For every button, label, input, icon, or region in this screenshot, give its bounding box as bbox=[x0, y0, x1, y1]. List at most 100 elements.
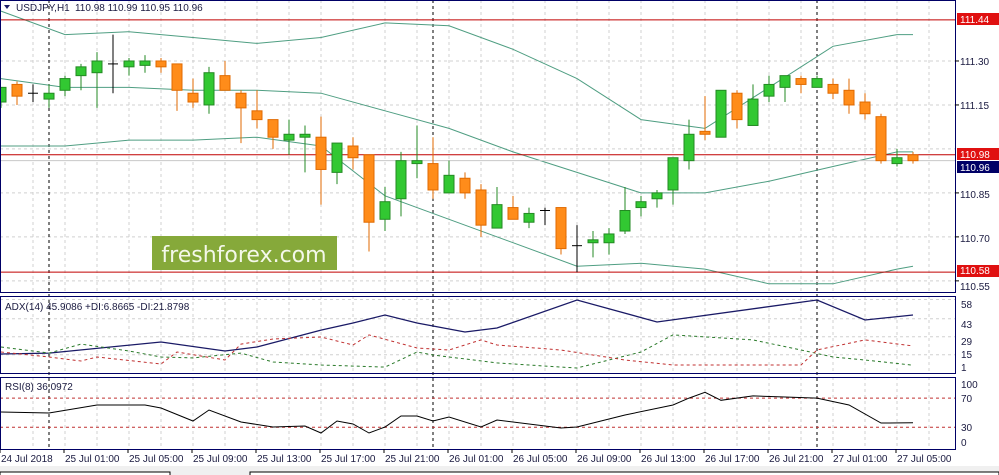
price-levels bbox=[0, 19, 955, 273]
bollinger-bands bbox=[0, 10, 914, 285]
candles bbox=[0, 34, 919, 273]
candle-bullish bbox=[91, 60, 103, 74]
rsi-line bbox=[0, 391, 914, 434]
candle-bullish bbox=[395, 160, 407, 200]
time-axis: 24 Jul 2018 25 Jul 01:00 25 Jul 05:00 25 Ju… bbox=[0, 449, 952, 465]
x-tick-label: 24 Jul 2018 bbox=[1, 454, 53, 465]
bottom-tabs bbox=[0, 466, 999, 475]
tab[interactable] bbox=[249, 471, 999, 475]
indicators bbox=[0, 299, 955, 434]
symbol-label: USDJPY,H1 bbox=[16, 3, 70, 14]
level-tag bbox=[957, 13, 999, 25]
candle-bullish bbox=[203, 72, 215, 106]
current-price-tag bbox=[957, 161, 999, 173]
candle-bearish bbox=[11, 83, 23, 97]
x-tick-label: 25 Jul 13:00 bbox=[257, 454, 312, 465]
adx-tick-label: 15 bbox=[961, 350, 973, 361]
candle-bearish bbox=[251, 110, 263, 121]
x-tick-label: 25 Jul 09:00 bbox=[193, 454, 248, 465]
price-axis: 111.30 111.15 110.85 110.70 110.55 111.44 110.… bbox=[955, 13, 999, 449]
adx-tick-label: 1 bbox=[961, 363, 967, 374]
candle-bearish bbox=[171, 63, 183, 91]
grid bbox=[0, 0, 955, 449]
candle-bearish bbox=[315, 136, 327, 170]
pane-main bbox=[0, 0, 956, 293]
level-tag-label: 110.98 bbox=[960, 150, 990, 161]
candle-bearish bbox=[187, 92, 199, 103]
candle-bearish bbox=[795, 78, 807, 85]
dropdown-triangle-icon[interactable] bbox=[4, 5, 10, 9]
candle-bearish bbox=[827, 83, 839, 94]
candle-bearish bbox=[875, 116, 887, 162]
header-line: USDJPY,H1 110.98 110.99 110.95 110.96 bbox=[16, 3, 203, 14]
candle-bullish bbox=[283, 133, 295, 141]
adx-title: ADX(14) 45.9086 +DI:6.8665 -DI:21.8798 bbox=[5, 302, 190, 313]
candle-bullish bbox=[299, 133, 311, 138]
candle-bullish bbox=[59, 78, 71, 91]
current-price-label: 110.96 bbox=[960, 163, 990, 174]
candle-bearish bbox=[459, 177, 471, 194]
y-tick-label: 110.70 bbox=[960, 234, 990, 245]
y-tick-label: 111.30 bbox=[960, 57, 990, 68]
candle-bullish bbox=[331, 142, 343, 173]
candle-bullish bbox=[603, 233, 615, 244]
x-tick-label: 25 Jul 17:00 bbox=[321, 454, 376, 465]
tab[interactable] bbox=[0, 471, 171, 475]
pane-adx bbox=[0, 296, 956, 374]
x-tick-label: 26 Jul 21:00 bbox=[769, 454, 824, 465]
rsi-tick-label: 100 bbox=[961, 380, 978, 391]
candle-bullish bbox=[443, 174, 455, 194]
x-tick-label: 26 Jul 17:00 bbox=[705, 454, 760, 465]
candle-bearish bbox=[699, 130, 711, 135]
x-tick-label: 25 Jul 21:00 bbox=[385, 454, 440, 465]
bollinger-middle bbox=[0, 78, 913, 194]
candle-bearish bbox=[267, 119, 279, 138]
adx-tick-label: 43 bbox=[961, 320, 973, 331]
x-tick-label: 26 Jul 13:00 bbox=[641, 454, 696, 465]
candle-bearish bbox=[843, 89, 855, 106]
candle-bullish bbox=[523, 212, 535, 223]
x-tick-label: 27 Jul 05:00 bbox=[897, 454, 952, 465]
bollinger-lower bbox=[1, 136, 914, 285]
candle-bearish bbox=[475, 189, 487, 226]
candle-bearish bbox=[507, 207, 519, 220]
watermark: freshforex.com bbox=[161, 243, 326, 268]
candle-bearish bbox=[363, 154, 375, 223]
level-tag bbox=[957, 148, 999, 160]
bollinger-upper bbox=[0, 10, 913, 129]
candle-bearish bbox=[235, 92, 247, 109]
candle-bullish bbox=[139, 60, 151, 66]
candle-bullish bbox=[779, 75, 791, 88]
candle-bullish bbox=[891, 157, 903, 165]
candle-bullish bbox=[379, 201, 391, 220]
rsi-title: RSI(8) 36.0972 bbox=[5, 382, 73, 393]
rsi-tick-label: 30 bbox=[961, 423, 973, 434]
candle-bearish bbox=[555, 207, 567, 250]
adx-series--DI bbox=[0, 334, 914, 366]
candle-bullish bbox=[715, 89, 727, 138]
candle-bullish bbox=[587, 239, 599, 244]
candle-bearish bbox=[155, 60, 167, 68]
candle-bullish bbox=[811, 78, 823, 88]
candle-bullish bbox=[491, 204, 503, 229]
candle-bullish bbox=[667, 157, 679, 191]
candle-bearish bbox=[859, 101, 871, 115]
adx-tick-label: 58 bbox=[961, 300, 973, 311]
candle-bullish bbox=[75, 66, 87, 77]
candle-bearish bbox=[427, 163, 439, 191]
y-tick-label: 111.15 bbox=[960, 101, 990, 112]
x-tick-label: 26 Jul 05:00 bbox=[513, 454, 568, 465]
adx-tick-label: 29 bbox=[961, 337, 973, 348]
ohlc-readout: 110.98 110.99 110.95 110.96 bbox=[75, 3, 203, 14]
candle-bullish bbox=[747, 98, 759, 126]
pane-frames bbox=[0, 0, 956, 450]
candle-bullish bbox=[635, 201, 647, 209]
x-tick-label: 25 Jul 05:00 bbox=[129, 454, 184, 465]
level-tag-label: 111.44 bbox=[960, 15, 990, 26]
candle-bullish bbox=[43, 92, 55, 100]
rsi-tick-label: 70 bbox=[961, 394, 973, 405]
adx-series-ADX bbox=[0, 299, 914, 355]
level-tag-label: 110.58 bbox=[960, 266, 990, 277]
chart-header: USDJPY,H1 110.98 110.99 110.95 110.96 bbox=[4, 3, 203, 14]
